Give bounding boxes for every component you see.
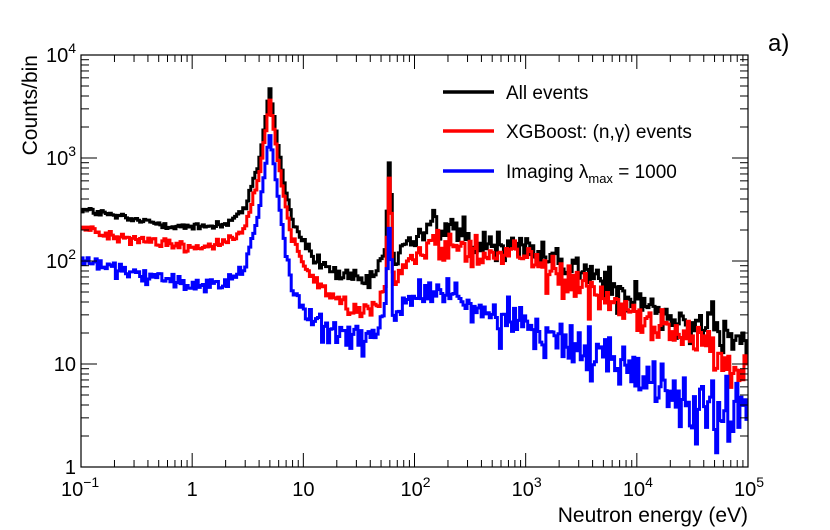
- legend-label: XGBoost: (n,γ) events: [506, 122, 692, 143]
- y-tick-label: 102: [46, 246, 76, 273]
- panel-label: a): [768, 30, 789, 57]
- y-tick-label: 103: [46, 143, 76, 170]
- x-tick-label: 10−1: [61, 474, 99, 501]
- x-tick-label: 10: [292, 479, 314, 501]
- series-line-1: [81, 87, 748, 360]
- x-tick-label: 103: [512, 474, 542, 501]
- x-tick-label: 1: [187, 479, 198, 501]
- series-layer: [81, 87, 748, 455]
- series-line-3: [81, 134, 748, 455]
- x-tick-label: 105: [734, 474, 764, 501]
- y-axis-title: Counts/bin: [19, 55, 42, 155]
- x-axis-title: Neutron energy (eV): [558, 504, 748, 527]
- y-tick-label: 1: [65, 457, 76, 479]
- x-tick-label: 104: [623, 474, 653, 501]
- legend: All events XGBoost: (n,γ) events Imaging λ…: [443, 83, 692, 186]
- legend-label: Imaging λmax = 1000: [506, 162, 677, 186]
- y-tick-label: 10: [54, 354, 76, 376]
- x-tick-label: 102: [401, 474, 431, 501]
- series-line-2: [81, 98, 748, 389]
- y-tick-label: 104: [46, 40, 76, 67]
- legend-label: All events: [506, 83, 588, 104]
